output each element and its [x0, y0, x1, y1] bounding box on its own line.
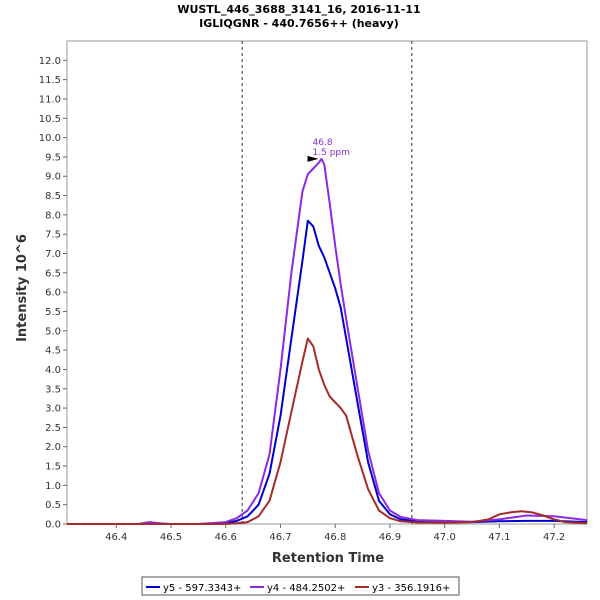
y-tick-label: 0.0 — [45, 520, 61, 531]
y-tick-label: 8.5 — [45, 191, 61, 202]
y-tick-label: 9.5 — [45, 152, 61, 163]
peak-marker-icon — [307, 155, 319, 162]
x-tick-label: 46.4 — [105, 532, 127, 543]
y-tick-label: 12.0 — [39, 56, 61, 67]
chart-title: WUSTL_446_3688_3141_16, 2016-11-11 — [177, 3, 420, 16]
y-tick-label: 4.5 — [45, 346, 61, 357]
y-tick-label: 7.0 — [45, 249, 61, 260]
series-lines — [67, 157, 588, 525]
chart-subtitle: IGLIQGNR - 440.7656++ (heavy) — [199, 17, 399, 30]
y-axis: 0.0 0.5 1.0 1.5 2.0 2.5 3.0 3.5 4.0 4.5 5.0 5.5 6.0 6… — [39, 56, 67, 531]
x-tick-label: 47.2 — [543, 532, 565, 543]
x-tick-label: 47.1 — [488, 532, 510, 543]
y-axis-title: Intensity 10^6 — [15, 234, 30, 342]
plot-area — [66, 40, 588, 525]
series-line-y4 — [67, 157, 588, 525]
legend-box — [141, 576, 460, 596]
y-tick-label: 8.0 — [45, 210, 61, 221]
y-tick-label: 9.0 — [45, 172, 61, 183]
y-tick-label: 7.5 — [45, 230, 61, 241]
y-tick-label: 6.0 — [45, 288, 61, 299]
y-tick-label: 5.5 — [45, 307, 61, 318]
y-tick-label: 10.5 — [39, 114, 61, 125]
peak-ppm-label: 1.5 ppm — [313, 148, 350, 158]
peak-annotation: 46.8 1.5 ppm — [307, 138, 350, 162]
y-tick-label: 0.5 — [45, 500, 61, 511]
y-tick-label: 11.0 — [39, 94, 61, 105]
y-tick-label: 10.0 — [39, 133, 61, 144]
legend-label-y5: y5 - 597.3343+ — [163, 583, 241, 594]
x-tick-label: 46.8 — [324, 532, 346, 543]
series-line-y3 — [67, 337, 588, 525]
y-tick-label: 4.0 — [45, 365, 61, 376]
x-tick-label: 46.6 — [215, 532, 237, 543]
peak-rt-label: 46.8 — [313, 138, 333, 148]
y-tick-label: 3.5 — [45, 384, 61, 395]
legend: y5 - 597.3343+ y4 - 484.2502+ y3 - 356.1… — [141, 576, 460, 596]
legend-label-y3: y3 - 356.1916+ — [372, 583, 450, 594]
y-tick-label: 6.5 — [45, 268, 61, 279]
y-tick-label: 2.5 — [45, 423, 61, 434]
y-tick-label: 5.0 — [45, 326, 61, 337]
y-tick-label: 2.0 — [45, 442, 61, 453]
x-axis-title: Retention Time — [272, 551, 384, 566]
legend-label-y4: y4 - 484.2502+ — [267, 583, 345, 594]
x-tick-label: 46.7 — [269, 532, 291, 543]
integration-boundaries — [241, 41, 413, 524]
x-tick-label: 46.9 — [379, 532, 401, 543]
y-tick-label: 1.0 — [45, 481, 61, 492]
x-tick-label: 46.5 — [160, 532, 182, 543]
y-tick-label: 3.0 — [45, 404, 61, 415]
x-axis: 46.4 46.5 46.6 46.7 46.8 46.9 47.0 47.1 47.2 — [105, 524, 565, 543]
y-tick-label: 11.5 — [39, 75, 61, 86]
x-tick-label: 47.0 — [434, 532, 456, 543]
y-tick-label: 1.5 — [45, 462, 61, 473]
